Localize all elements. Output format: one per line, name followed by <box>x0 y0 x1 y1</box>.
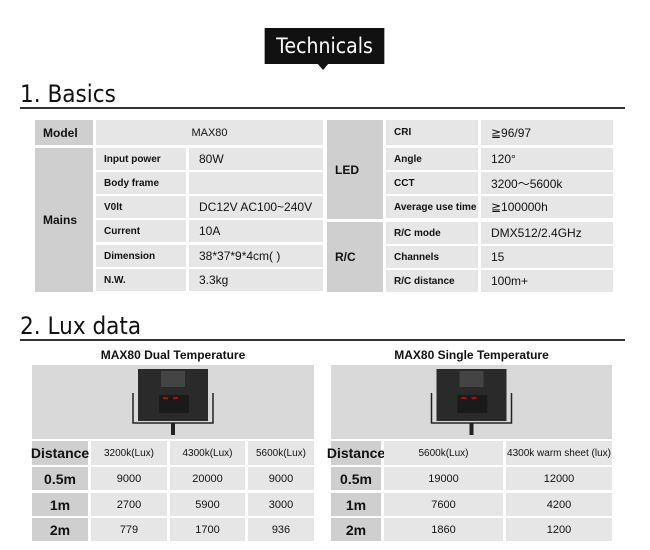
table-cell: 779 <box>91 518 167 541</box>
divider <box>20 107 625 109</box>
table-cell: 9000 <box>91 467 167 490</box>
spec-value: 100m+ <box>481 270 613 292</box>
table-cell: 1700 <box>170 518 245 541</box>
spec-value: 3200～5600k <box>481 172 613 194</box>
spec-label: CCT <box>386 172 478 194</box>
table-cell: 9000 <box>248 467 314 490</box>
led-label: LED <box>327 120 383 219</box>
model-label: Model <box>35 120 93 145</box>
table-cell: 1m <box>32 493 88 516</box>
column-header: 5600k(Lux) <box>248 441 314 465</box>
spec-label: R/C mode <box>386 222 478 244</box>
column-header: Distance <box>327 441 385 465</box>
spec-label: Angle <box>386 148 478 170</box>
model-value: MAX80 <box>96 120 323 145</box>
table-cell: 5900 <box>170 493 245 516</box>
column-header: Distance <box>31 441 89 465</box>
basics-heading: 1. Basics <box>20 80 116 108</box>
table-cell: 2m <box>32 518 88 541</box>
spec-label: Channels <box>386 246 478 268</box>
rc-label: R/C <box>327 222 383 292</box>
lux-heading: 2. Lux data <box>20 312 142 340</box>
table-cell: 20000 <box>170 467 245 490</box>
column-header: 4300k(Lux) <box>170 441 245 465</box>
table-cell: 4200 <box>506 493 612 516</box>
spec-label: Current <box>96 220 186 242</box>
spec-value: 15 <box>481 246 613 268</box>
spec-value: 3.3kg <box>189 269 323 291</box>
technicals-title: Technicals <box>264 28 385 64</box>
spec-label: Dimension <box>96 245 186 267</box>
spec-label: Input power <box>96 148 186 170</box>
column-header: 3200k(Lux) <box>91 441 167 465</box>
spec-value: DC12V AC100~240V <box>189 196 323 218</box>
table-title: MAX80 Dual Temperature <box>100 348 246 362</box>
divider <box>20 339 625 341</box>
table-cell: 1860 <box>384 518 503 541</box>
spec-label: CRI <box>386 120 478 145</box>
spec-value: 10A <box>189 220 323 242</box>
product-image <box>32 365 314 439</box>
spec-value: DMX512/2.4GHz <box>481 222 613 244</box>
spec-label: V0lt <box>96 196 186 218</box>
spec-value: 120° <box>481 148 613 170</box>
table-cell: 7600 <box>384 493 503 516</box>
table-cell: 1m <box>331 493 381 516</box>
table-cell: 12000 <box>506 467 612 490</box>
spec-value: 38*37*9*4cm( ) <box>189 245 323 267</box>
table-cell: 1200 <box>506 518 612 541</box>
product-image <box>331 365 612 439</box>
table-cell: 0.5m <box>32 467 88 490</box>
table-cell: 19000 <box>384 467 503 490</box>
spec-label: N.W. <box>96 269 186 291</box>
badge-pointer <box>317 63 329 70</box>
spec-value: ≧100000h <box>481 196 613 218</box>
spec-value: 80W <box>189 148 323 170</box>
spec-label: Body frame <box>96 172 186 194</box>
table-cell: 3000 <box>248 493 314 516</box>
table-title: MAX80 Single Temperature <box>394 348 549 362</box>
column-header: 4300k warm sheet (lux) <box>506 441 612 465</box>
table-cell: 0.5m <box>331 467 381 490</box>
spec-value <box>189 172 323 194</box>
spec-label: R/C distance <box>386 270 478 292</box>
table-cell: 2m <box>331 518 381 541</box>
mains-label: Mains <box>35 148 93 292</box>
spec-label: Average use time <box>386 196 478 218</box>
spec-value: ≧96/97 <box>481 120 613 145</box>
table-cell: 936 <box>248 518 314 541</box>
table-cell: 2700 <box>91 493 167 516</box>
column-header: 5600k(Lux) <box>384 441 503 465</box>
